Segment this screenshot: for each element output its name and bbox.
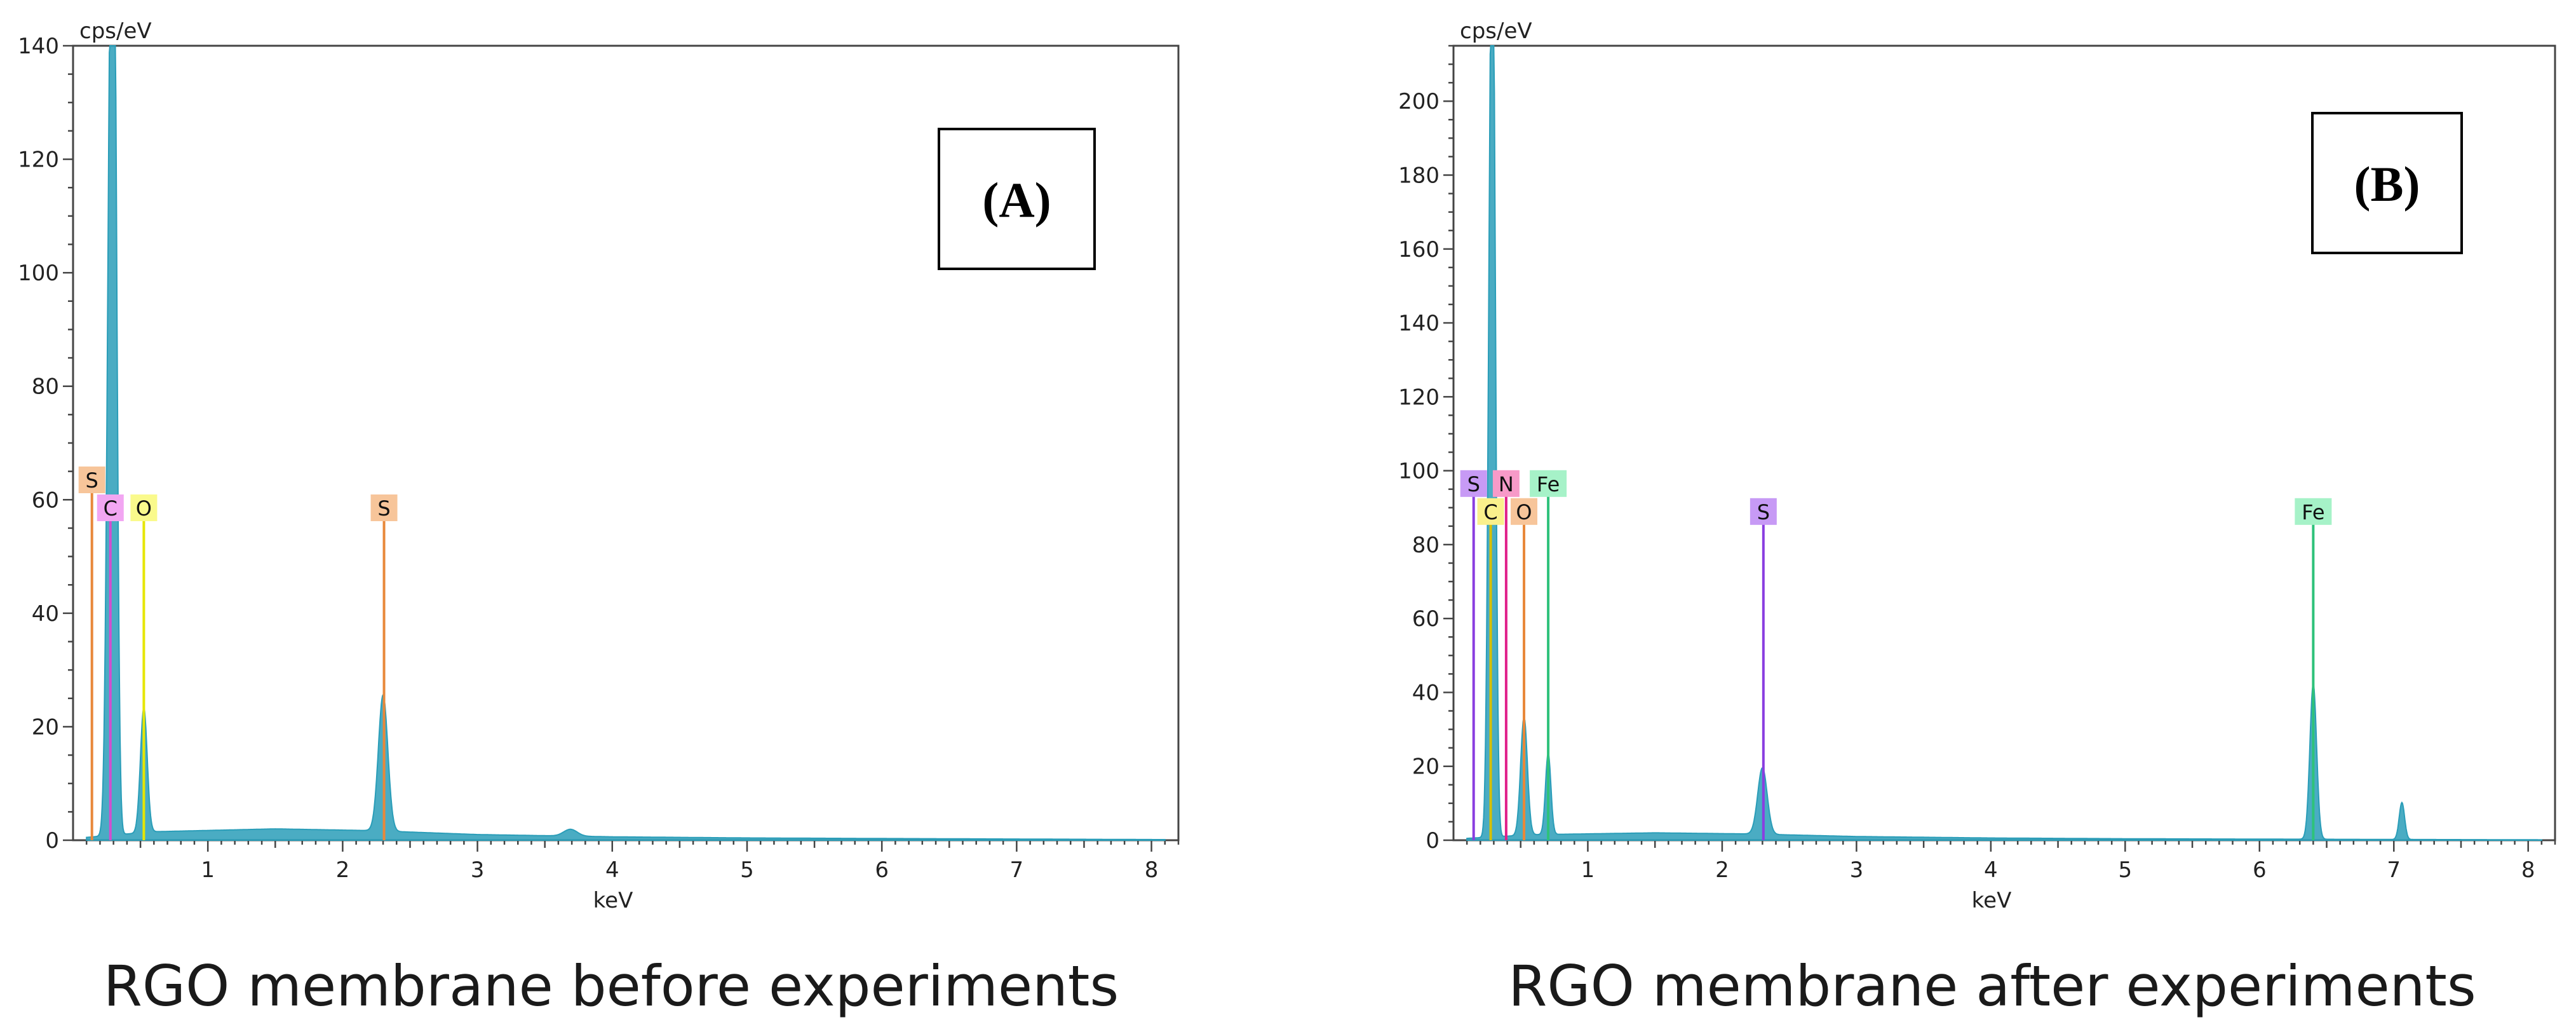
- element-tag: [1511, 498, 1538, 525]
- element-label: S: [1467, 472, 1480, 496]
- x-tick-label: 7: [1010, 857, 1024, 883]
- x-tick-label: 6: [2253, 857, 2267, 883]
- element-label: C: [104, 496, 118, 521]
- x-tick-label: 3: [1850, 857, 1864, 883]
- element-label: Fe: [2302, 500, 2324, 524]
- y-tick-label: 180: [1398, 163, 1440, 188]
- y-tick-label: 20: [1412, 754, 1440, 780]
- element-tag: [2295, 498, 2332, 525]
- x-tick-label: 7: [2387, 857, 2401, 883]
- y-tick-label: 120: [1398, 385, 1440, 410]
- x-tick-label: 5: [2118, 857, 2132, 883]
- caption-a: RGO membrane before experiments: [103, 953, 1119, 1019]
- x-tick-label: 2: [1715, 857, 1729, 883]
- x-tick-label: 1: [201, 857, 215, 883]
- y-tick-label: 80: [1412, 533, 1440, 558]
- x-tick-label: 4: [605, 857, 619, 883]
- element-label: O: [136, 496, 152, 521]
- element-tag: [1460, 470, 1487, 497]
- y-axis-label: cps/eV: [79, 18, 152, 44]
- element-label: N: [1499, 472, 1514, 496]
- y-tick-label: 120: [18, 147, 59, 173]
- y-tick-label: 80: [32, 374, 59, 400]
- x-tick-label: 3: [471, 857, 485, 883]
- y-tick-label: 160: [1398, 237, 1440, 262]
- element-tag: [130, 494, 158, 521]
- y-axis-label: cps/eV: [1460, 18, 1532, 44]
- x-axis-label: keV: [1972, 888, 2012, 913]
- x-tick-label: 1: [1581, 857, 1595, 883]
- element-tag: [370, 494, 398, 521]
- y-tick-label: 100: [18, 261, 59, 286]
- x-tick-label: 4: [1984, 857, 1998, 883]
- y-tick-label: 60: [32, 487, 59, 513]
- element-label: S: [86, 468, 98, 493]
- y-tick-label: 200: [1398, 89, 1440, 114]
- y-tick-label: 40: [32, 601, 59, 627]
- panel-label: (A): [982, 172, 1051, 228]
- element-tag: [1530, 470, 1567, 497]
- element-label: C: [1483, 500, 1497, 524]
- element-tag: [1750, 498, 1777, 525]
- y-tick-label: 140: [1398, 311, 1440, 336]
- panel-label-box: [2311, 112, 2463, 254]
- x-tick-label: 8: [1145, 857, 1159, 883]
- element-label: O: [1516, 500, 1532, 524]
- x-tick-label: 2: [336, 857, 350, 883]
- element-tag: [97, 494, 124, 521]
- y-tick-label: 0: [45, 828, 59, 854]
- spectrum-series: [86, 45, 1166, 841]
- panel-label-box: [938, 128, 1096, 270]
- y-tick-label: 40: [1412, 680, 1440, 705]
- y-tick-label: 140: [18, 34, 59, 59]
- x-tick-label: 6: [875, 857, 889, 883]
- y-tick-label: 60: [1412, 606, 1440, 632]
- panel-label: (B): [2354, 156, 2420, 212]
- element-tag: [78, 467, 105, 493]
- caption-b: RGO membrane after experiments: [1508, 953, 2476, 1019]
- y-tick-label: 100: [1398, 459, 1440, 484]
- element-label: Fe: [1537, 472, 1560, 496]
- x-tick-label: 5: [740, 857, 754, 883]
- element-tag: [1492, 470, 1520, 497]
- spectrum-series: [1466, 45, 2542, 841]
- element-label: S: [377, 496, 390, 521]
- y-tick-label: 20: [32, 714, 59, 740]
- x-axis-label: keV: [593, 888, 633, 913]
- x-tick-label: 8: [2521, 857, 2535, 883]
- element-label: S: [1757, 500, 1770, 524]
- element-tag: [1477, 498, 1504, 525]
- y-tick-label: 0: [1426, 828, 1440, 854]
